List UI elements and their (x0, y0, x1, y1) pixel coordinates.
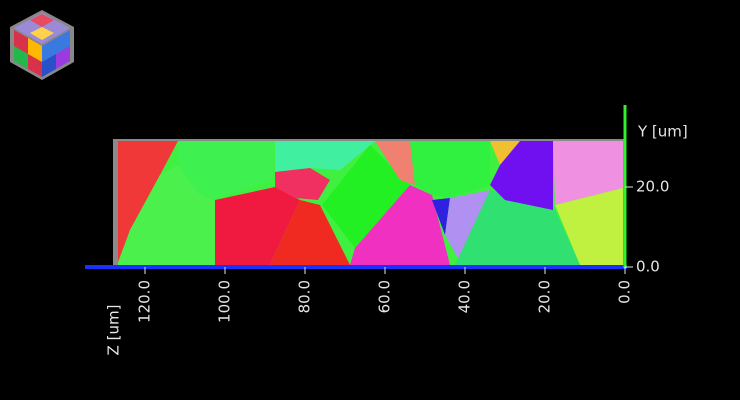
page: Y [um] Z [um] 0.0 20.0 40.0 60.0 80.0 100.0 12… (0, 0, 740, 400)
z-tick-label: 80.0 (296, 280, 314, 313)
z-tick-label: 20.0 (536, 280, 554, 313)
z-tick-label: 0.0 (616, 280, 634, 304)
grain-map (113, 139, 625, 267)
y-tick-label: 0.0 (636, 258, 660, 276)
y-tick-label: 20.0 (636, 178, 669, 196)
z-tick-label: 100.0 (216, 280, 234, 323)
z-axis-label: Z [um] (105, 305, 123, 356)
y-axis-label: Y [um] (637, 123, 688, 141)
z-tick-label: 60.0 (376, 280, 394, 313)
viewer: Y [um] Z [um] 0.0 20.0 40.0 60.0 80.0 100.0 12… (0, 0, 740, 400)
z-tick-label: 40.0 (456, 280, 474, 313)
z-tick-label: 120.0 (136, 280, 154, 323)
